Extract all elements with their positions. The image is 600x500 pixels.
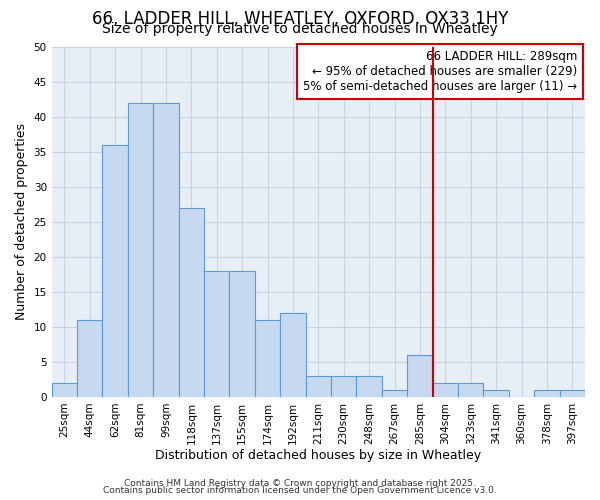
Bar [280, 313, 305, 397]
Bar [77, 320, 103, 397]
Bar [458, 383, 484, 397]
Text: 66 LADDER HILL: 289sqm
← 95% of detached houses are smaller (229)
5% of semi-det: 66 LADDER HILL: 289sqm ← 95% of detached… [303, 50, 577, 93]
Bar [407, 355, 433, 397]
Bar [305, 376, 331, 397]
Bar [128, 102, 153, 397]
Text: Size of property relative to detached houses in Wheatley: Size of property relative to detached ho… [102, 22, 498, 36]
Bar [534, 390, 560, 397]
Bar [382, 390, 407, 397]
Text: Contains HM Land Registry data © Crown copyright and database right 2025.: Contains HM Land Registry data © Crown c… [124, 478, 476, 488]
Bar [356, 376, 382, 397]
Bar [52, 383, 77, 397]
Bar [103, 144, 128, 397]
Bar [179, 208, 204, 397]
Bar [153, 102, 179, 397]
X-axis label: Distribution of detached houses by size in Wheatley: Distribution of detached houses by size … [155, 450, 481, 462]
Bar [255, 320, 280, 397]
Bar [204, 271, 229, 397]
Bar [229, 271, 255, 397]
Text: Contains public sector information licensed under the Open Government Licence v3: Contains public sector information licen… [103, 486, 497, 495]
Bar [433, 383, 458, 397]
Bar [484, 390, 509, 397]
Bar [560, 390, 585, 397]
Text: 66, LADDER HILL, WHEATLEY, OXFORD, OX33 1HY: 66, LADDER HILL, WHEATLEY, OXFORD, OX33 … [92, 10, 508, 28]
Bar [331, 376, 356, 397]
Y-axis label: Number of detached properties: Number of detached properties [15, 123, 28, 320]
